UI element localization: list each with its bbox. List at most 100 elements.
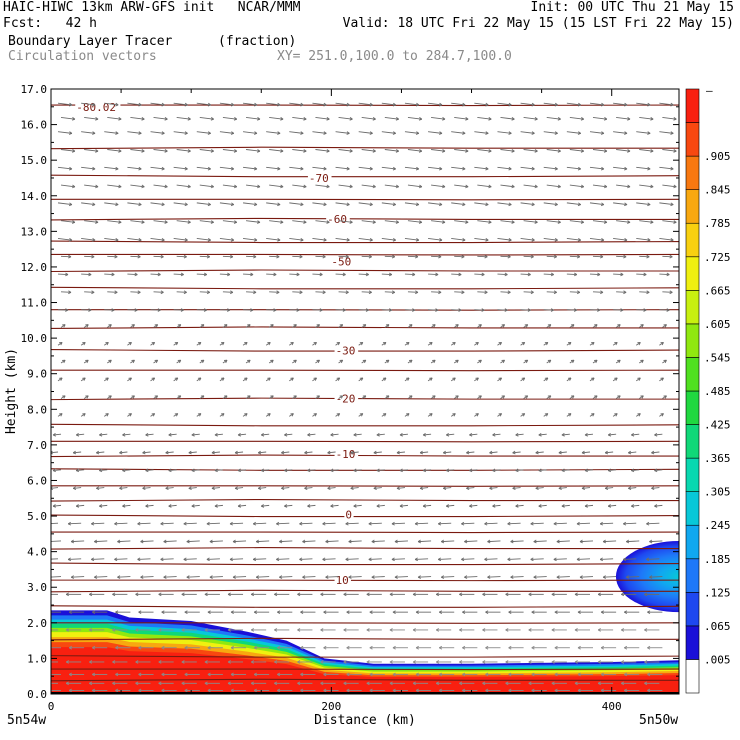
vector-head <box>415 674 419 677</box>
vector-shaft <box>199 184 214 188</box>
vector-head <box>644 661 648 664</box>
circulation-vector <box>566 413 572 417</box>
circulation-vector <box>199 149 214 153</box>
circulation-vector <box>330 432 339 437</box>
circulation-vector <box>407 220 423 224</box>
vector-head <box>204 682 208 686</box>
vector-shaft <box>209 540 223 543</box>
vector-head <box>346 202 350 205</box>
colorbar-cell <box>685 659 700 694</box>
vector-head <box>488 220 492 223</box>
vector-shaft <box>469 504 478 507</box>
vector-head <box>366 629 370 632</box>
circulation-vector <box>257 450 267 455</box>
circulation-vector <box>566 377 572 382</box>
vector-shaft <box>431 117 446 120</box>
vector-shaft <box>191 469 200 472</box>
circulation-vector <box>427 341 433 346</box>
vector-shaft <box>381 202 396 206</box>
vector-head <box>399 470 403 473</box>
vector-shaft <box>348 540 362 543</box>
vector-head <box>253 647 258 650</box>
vector-head <box>369 166 373 170</box>
vector-head <box>345 559 349 562</box>
vector-shaft <box>188 451 197 454</box>
vector-shaft <box>312 202 327 206</box>
vector-head <box>654 505 658 508</box>
circulation-vector <box>297 628 313 632</box>
y-tick-label: 10.0 <box>21 332 48 345</box>
vector-head <box>597 593 601 597</box>
circulation-vector <box>173 272 184 277</box>
vector-head <box>419 117 423 120</box>
circulation-vector <box>335 102 350 107</box>
vector-shaft <box>233 576 247 578</box>
vector-head <box>68 611 72 614</box>
vector-head <box>76 505 80 508</box>
circulation-vector <box>89 592 105 597</box>
vector-shaft <box>266 166 281 170</box>
circulation-vector <box>60 184 76 189</box>
vector-shaft <box>533 540 547 543</box>
contour-label: -80.02 <box>76 101 116 114</box>
circulation-vector <box>160 557 174 562</box>
vector-head <box>280 149 284 152</box>
vector-head <box>300 131 304 134</box>
circulation-vector <box>404 102 420 107</box>
vector-head <box>323 131 327 134</box>
circulation-vector <box>543 377 549 382</box>
vector-shaft <box>616 220 631 223</box>
circulation-vector <box>140 575 154 579</box>
vector-shaft <box>51 576 62 578</box>
vector-head <box>99 505 103 508</box>
circulation-vector <box>265 413 271 417</box>
vector-shaft <box>543 166 558 170</box>
circulation-vector <box>592 117 608 121</box>
circulation-vector <box>399 468 408 473</box>
circulation-vector <box>569 220 585 224</box>
vector-shaft <box>325 576 339 578</box>
vector-head <box>284 470 288 473</box>
vector-head <box>300 647 304 650</box>
circulation-vector <box>543 166 558 171</box>
circulation-vector <box>381 341 387 346</box>
circulation-vector <box>415 645 432 650</box>
vector-head <box>485 166 489 170</box>
vector-head <box>95 184 99 188</box>
vector-shaft <box>238 433 247 436</box>
circulation-vector <box>523 117 538 121</box>
circulation-vector <box>459 592 475 597</box>
vector-shaft <box>530 558 544 560</box>
circulation-vector <box>237 504 247 508</box>
circulation-vector <box>199 359 205 364</box>
circulation-vector <box>104 238 119 242</box>
vector-head <box>273 308 277 311</box>
vector-head <box>163 541 167 544</box>
colorbar-cell <box>685 390 700 425</box>
circulation-vector <box>454 220 469 224</box>
circulation-vector <box>338 149 353 153</box>
vector-shaft <box>446 433 455 436</box>
isotherm-line <box>51 326 679 329</box>
vector-head <box>184 611 188 614</box>
vector-head <box>231 202 235 205</box>
circulation-vector <box>214 468 223 473</box>
vector-shaft <box>418 540 432 543</box>
vector-head <box>343 661 347 664</box>
circulation-vector <box>51 522 59 524</box>
circulation-vector <box>135 681 151 686</box>
circulation-vector <box>628 486 637 490</box>
vector-shaft <box>466 487 475 489</box>
vector-head <box>210 184 214 188</box>
vector-head <box>43 630 46 631</box>
circulation-vector <box>60 359 66 364</box>
circulation-vector <box>163 539 177 544</box>
vector-head <box>276 254 280 258</box>
colorbar-label: .845 <box>704 184 731 197</box>
vector-head <box>326 184 330 188</box>
vector-head <box>254 131 258 134</box>
circulation-vector <box>60 324 66 328</box>
vector-head <box>574 629 578 632</box>
vector-head <box>284 505 288 508</box>
vector-shaft <box>603 576 617 578</box>
